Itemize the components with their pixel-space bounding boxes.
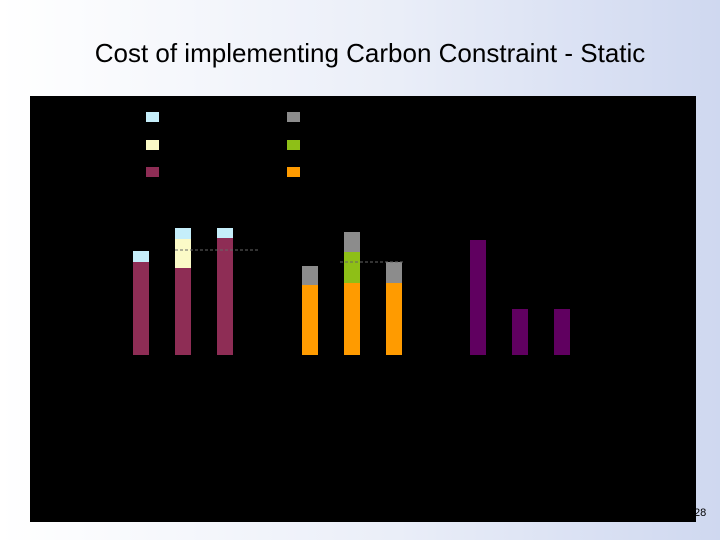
legend-swatch — [146, 140, 159, 150]
legend-swatch — [146, 112, 159, 122]
bar-segment — [302, 285, 318, 355]
bar-segment — [386, 283, 402, 355]
bar-segment — [217, 238, 233, 355]
bar-segment — [175, 268, 191, 355]
legend-swatch — [287, 167, 300, 177]
slide-title: Cost of implementing Carbon Constraint -… — [94, 38, 646, 68]
chart-panel — [30, 96, 696, 522]
bar-segment — [512, 309, 528, 355]
bar-segment — [175, 228, 191, 239]
bar-segment — [302, 266, 318, 285]
bar-segment — [554, 309, 570, 355]
stacked-bar-chart — [133, 112, 570, 355]
bar-segment — [470, 240, 486, 355]
bar-segment — [217, 228, 233, 238]
bar-segment — [344, 232, 360, 252]
reference-lines — [175, 249, 405, 263]
bar-segment — [386, 262, 402, 283]
bar-segment — [133, 251, 149, 262]
legend-swatch — [287, 140, 300, 150]
legend — [146, 112, 300, 177]
plot-area — [133, 228, 570, 355]
bar-segment — [344, 252, 360, 283]
legend-swatch — [287, 112, 300, 122]
bar-segment — [133, 262, 149, 355]
bar-segment — [175, 239, 191, 268]
page-number: 28 — [694, 507, 707, 519]
legend-swatch — [146, 167, 159, 177]
bar-segment — [344, 283, 360, 355]
